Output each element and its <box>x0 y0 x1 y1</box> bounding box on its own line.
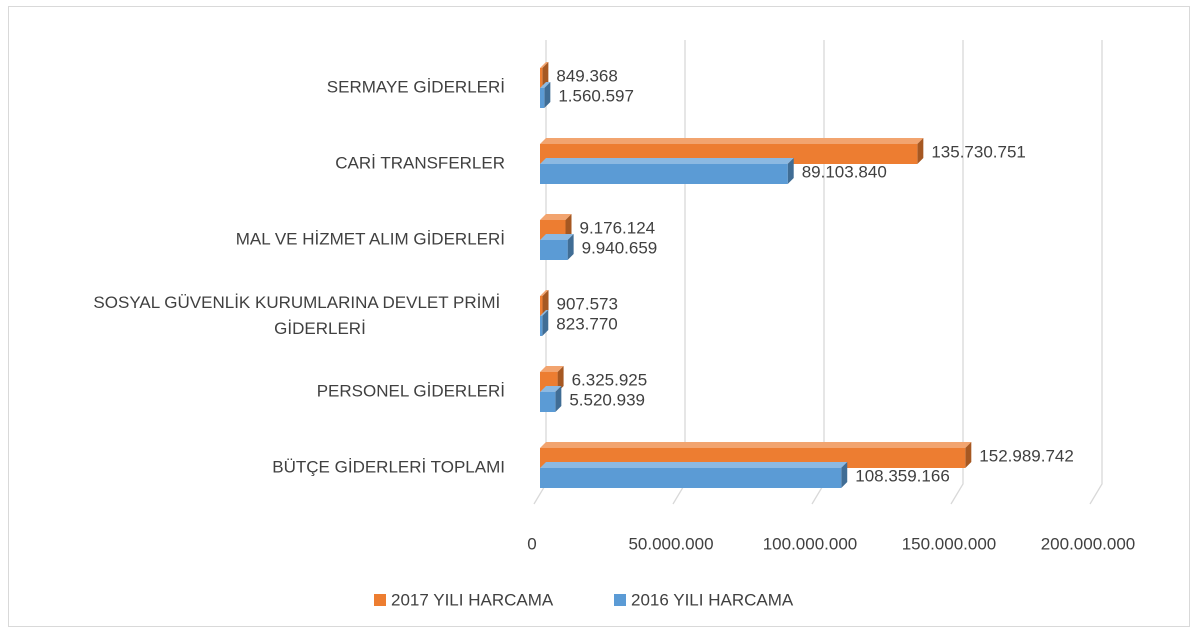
bar <box>540 296 543 316</box>
y-tick-label: MAL VE HİZMET ALIM GİDERLERİ <box>236 229 505 248</box>
bar-side <box>787 158 794 184</box>
bar-side <box>542 310 549 336</box>
bar-side <box>542 290 549 316</box>
legend-swatch <box>374 594 386 606</box>
bar-top <box>540 82 551 88</box>
bar <box>540 164 788 184</box>
chart-frame <box>8 6 1190 627</box>
bar-top <box>540 214 572 220</box>
grid-line <box>1089 40 1103 505</box>
value-label: 907.573 <box>557 294 618 313</box>
x-tick-label: 0 <box>527 534 536 553</box>
bar-top <box>540 366 564 372</box>
value-label: 108.359.166 <box>855 466 950 485</box>
bar-top <box>540 62 549 68</box>
value-label: 9.176.124 <box>580 218 656 237</box>
y-tick-label: SERMAYE GİDERLERİ <box>327 77 505 96</box>
bar-side <box>557 366 564 392</box>
x-tick-label: 50.000.000 <box>628 534 713 553</box>
bar-side <box>555 386 562 412</box>
legend-label: 2016 YILI HARCAMA <box>631 590 794 609</box>
bar-top <box>540 462 848 468</box>
bar <box>540 240 568 260</box>
bar-top <box>540 386 562 392</box>
value-label: 89.103.840 <box>802 162 887 181</box>
bar <box>540 316 543 336</box>
legend-label: 2017 YILI HARCAMA <box>391 590 554 609</box>
x-tick-label: 100.000.000 <box>763 534 858 553</box>
value-label: 152.989.742 <box>979 446 1074 465</box>
bar-top <box>540 290 549 296</box>
value-label: 135.730.751 <box>931 142 1026 161</box>
x-tick-label: 200.000.000 <box>1041 534 1136 553</box>
bar-side <box>542 62 549 88</box>
label-line: SOSYAL GÜVENLİK KURUMLARINA DEVLET PRİMİ <box>93 293 505 312</box>
bar <box>540 88 545 108</box>
value-label: 849.368 <box>556 66 617 85</box>
grid-line <box>950 40 964 505</box>
y-tick-label: SOSYAL GÜVENLİK KURUMLARINA DEVLET PRİMİ… <box>93 293 505 338</box>
value-label: 6.325.925 <box>572 370 648 389</box>
legend-swatch <box>614 594 626 606</box>
bar-side <box>567 234 574 260</box>
bar-top <box>540 310 549 316</box>
y-tick-label: CARİ TRANSFERLER <box>335 153 505 172</box>
y-tick-label: BÜTÇE GİDERLERİ TOPLAMI <box>272 457 505 476</box>
x-tick-label: 150.000.000 <box>902 534 997 553</box>
bar <box>540 392 556 412</box>
bar-top <box>540 234 574 240</box>
y-tick-label: PERSONEL GİDERLERİ <box>317 381 505 400</box>
value-label: 9.940.659 <box>582 238 658 257</box>
bar-side <box>965 442 972 468</box>
bar-side <box>917 138 924 164</box>
label-line: GİDERLERİ <box>274 319 366 338</box>
bar-side <box>565 214 572 240</box>
bar-top <box>540 158 794 164</box>
bar <box>540 468 842 488</box>
bar-top <box>540 138 924 144</box>
value-label: 823.770 <box>556 314 617 333</box>
value-label: 1.560.597 <box>558 86 634 105</box>
bar-top <box>540 442 972 448</box>
bar <box>540 68 543 88</box>
bar-side <box>544 82 551 108</box>
value-label: 5.520.939 <box>569 390 645 409</box>
bar-side <box>841 462 848 488</box>
